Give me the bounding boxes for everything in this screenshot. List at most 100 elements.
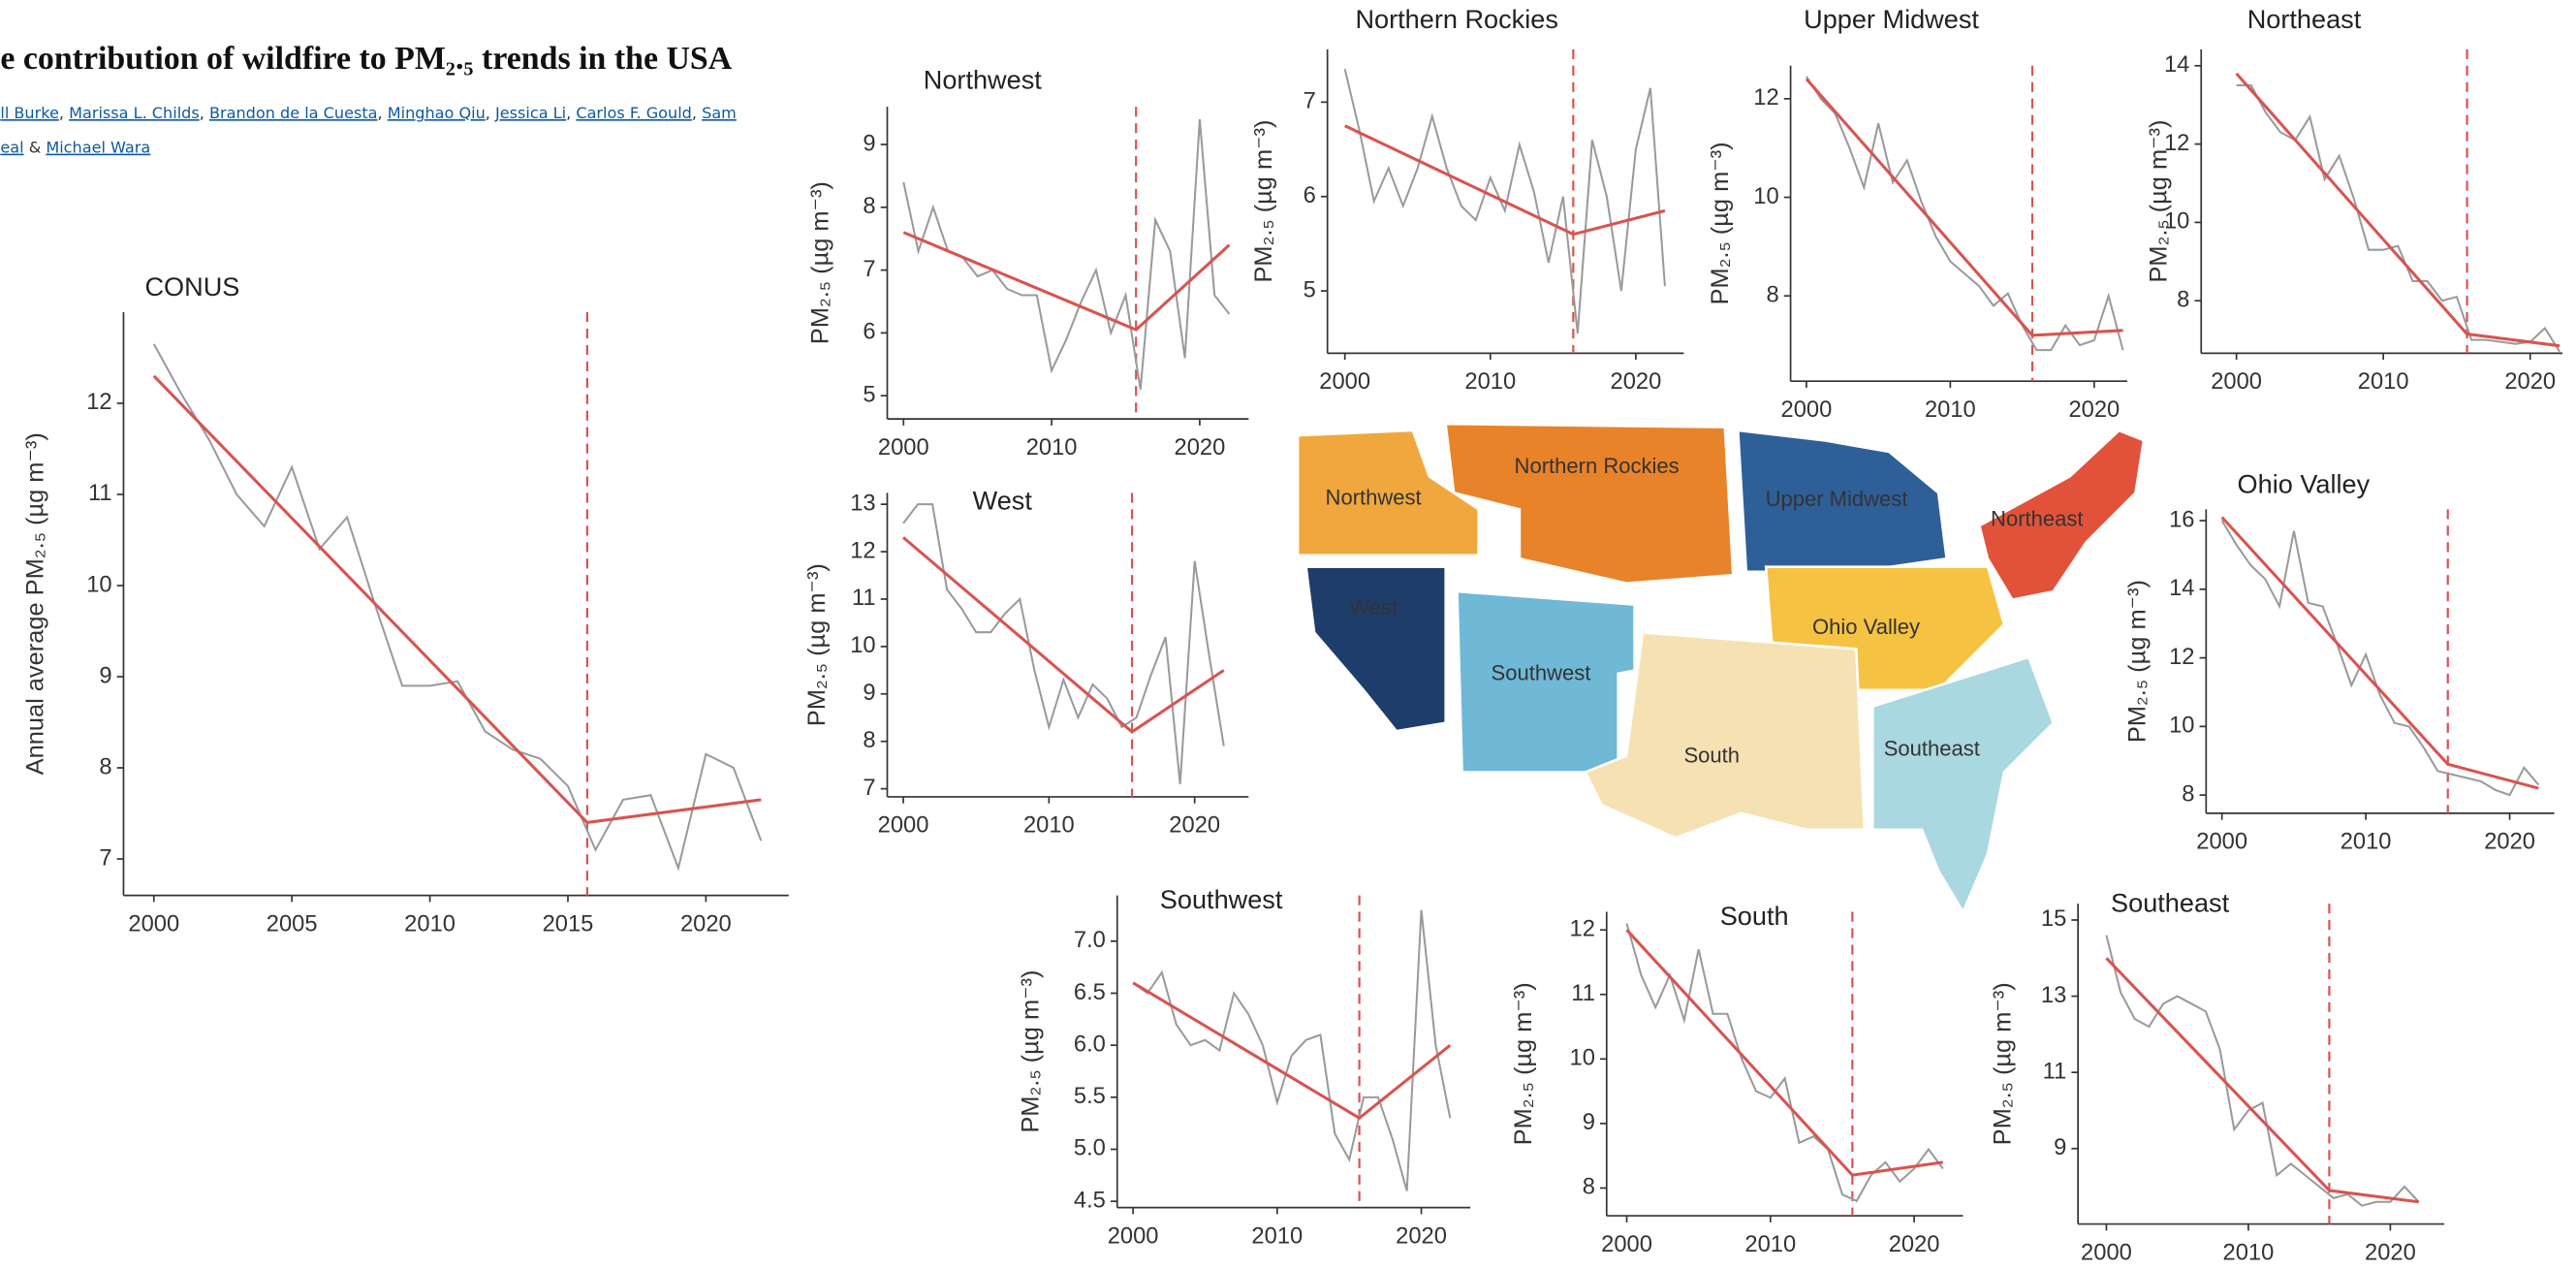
region-label: Southeast	[1884, 737, 1980, 761]
y-tick-label: 8	[863, 194, 875, 219]
trend-line	[1132, 981, 1452, 1121]
x-tick-label: 2010	[2340, 830, 2392, 855]
x-tick-label: 2010	[1744, 1232, 1796, 1257]
y-tick-label: 14	[2164, 52, 2189, 78]
x-tick-label: 2005	[267, 911, 318, 937]
author-link[interactable]: Sam	[702, 104, 737, 122]
y-axis-label: PM₂.₅ (µg m⁻³)	[1250, 120, 1277, 283]
x-tick-label: 2000	[1319, 369, 1370, 395]
region-label: Upper Midwest	[1766, 487, 1908, 511]
trend-line	[1805, 78, 2123, 337]
trend-line	[1625, 929, 1943, 1177]
y-axis-label: PM₂.₅ (µg m⁻³)	[2124, 580, 2152, 743]
y-tick-label: 11	[852, 586, 876, 611]
y-tick-label: 8	[99, 754, 111, 779]
x-tick-label: 2020	[1611, 369, 1662, 395]
data-line	[2105, 935, 2420, 1207]
region-label: South	[1683, 743, 1740, 767]
y-tick-label: 6.5	[1074, 980, 1106, 1005]
trend-line	[152, 374, 762, 825]
x-tick-label: 2020	[2504, 369, 2556, 395]
data-line	[2236, 83, 2560, 353]
region-label: Northeast	[1991, 506, 2083, 530]
y-tick-label: 10	[2164, 209, 2189, 235]
data-line	[1806, 76, 2124, 352]
y-axis-label: PM₂.₅ (µg m⁻³)	[1510, 982, 1537, 1145]
x-tick-label: 2010	[2223, 1240, 2275, 1265]
us-map	[1296, 422, 2146, 915]
y-tick-label: 11	[2043, 1059, 2067, 1084]
y-tick-label: 7	[863, 776, 875, 801]
y-axis-label: PM₂.₅ (µg m⁻³)	[1707, 142, 1734, 304]
author-link[interactable]: Carlos F. Gould	[576, 104, 692, 122]
y-tick-label: 8	[1583, 1175, 1595, 1200]
x-tick-label: 2020	[2068, 397, 2120, 423]
y-axis-label: PM₂.₅ (µg m⁻³)	[1990, 982, 2017, 1145]
author-link[interactable]: Minghao Qiu	[388, 104, 486, 122]
author-separator: ,	[566, 104, 576, 122]
x-tick-label: 2000	[2081, 1240, 2132, 1265]
region-label: West	[1349, 595, 1398, 619]
data-line	[1625, 923, 1944, 1203]
chart-title: Southwest	[1160, 884, 1283, 914]
x-tick-label: 2020	[2365, 1240, 2416, 1265]
y-tick-label: 12	[2164, 131, 2189, 156]
region-label: Northern Rockies	[1515, 454, 1680, 478]
author-link[interactable]: Marissa L. Childs	[69, 104, 200, 122]
map-region	[1977, 429, 2146, 601]
author-link[interactable]: Brandon de la Cuesta	[209, 104, 378, 122]
map-region	[1583, 631, 1867, 840]
y-tick-label: 12	[1753, 85, 1778, 111]
author-line: eal & Michael Wara	[0, 139, 150, 157]
map-region	[1296, 429, 1480, 557]
y-tick-label: 9	[863, 131, 875, 156]
author-link[interactable]: ll Burke	[0, 104, 59, 122]
chart-title: Ohio Valley	[2238, 468, 2371, 498]
x-tick-label: 2020	[1889, 1232, 1940, 1257]
y-tick-label: 10	[2169, 714, 2194, 739]
y-axis-label: Annual average PM₂.₅ (µg m⁻³)	[21, 432, 48, 775]
trend-line	[2105, 957, 2419, 1204]
y-axis-label: PM₂.₅ (µg m⁻³)	[1017, 970, 1044, 1133]
x-tick-label: 2020	[1169, 813, 1220, 839]
data-line	[2220, 520, 2540, 797]
x-tick-label: 2000	[878, 813, 929, 839]
author-link[interactable]: eal	[0, 139, 23, 157]
y-tick-label: 9	[2054, 1135, 2066, 1160]
y-tick-label: 13	[850, 491, 875, 516]
author-link[interactable]: Michael Wara	[46, 139, 150, 157]
y-tick-label: 12	[86, 390, 111, 415]
y-tick-label: 7.0	[1074, 928, 1106, 953]
y-tick-label: 10	[1753, 184, 1778, 209]
trend-line	[1344, 124, 1666, 237]
y-tick-label: 15	[2041, 906, 2066, 932]
trend-line	[2235, 72, 2560, 348]
y-tick-label: 10	[850, 633, 875, 658]
trend-line	[2220, 516, 2539, 790]
x-tick-label: 2020	[2484, 830, 2535, 855]
y-tick-label: 16	[2169, 507, 2194, 532]
x-tick-label: 2000	[2196, 830, 2247, 855]
x-tick-label: 2010	[1023, 813, 1075, 839]
y-tick-label: 12	[850, 538, 875, 563]
x-tick-label: 2015	[543, 911, 594, 937]
region-label: Ohio Valley	[1812, 615, 1920, 639]
y-tick-label: 11	[1571, 981, 1595, 1006]
author-link[interactable]: Jessica Li	[494, 104, 566, 122]
data-line	[1343, 69, 1666, 334]
data-line	[152, 343, 763, 872]
y-tick-label: 6	[863, 320, 875, 345]
x-tick-label: 2010	[1925, 397, 1976, 423]
y-tick-label: 10	[1570, 1046, 1595, 1071]
chart-title: Northeast	[2247, 4, 2362, 34]
map-region	[1304, 565, 1447, 733]
y-tick-label: 14	[2169, 576, 2194, 601]
y-tick-label: 6.0	[1074, 1032, 1106, 1057]
trend-line	[902, 231, 1231, 332]
region-label: Northwest	[1326, 485, 1422, 509]
chart-title: Southeast	[2111, 888, 2230, 918]
x-tick-label: 2020	[1396, 1223, 1447, 1249]
x-tick-label: 2000	[128, 911, 179, 937]
author-separator: &	[24, 139, 47, 157]
